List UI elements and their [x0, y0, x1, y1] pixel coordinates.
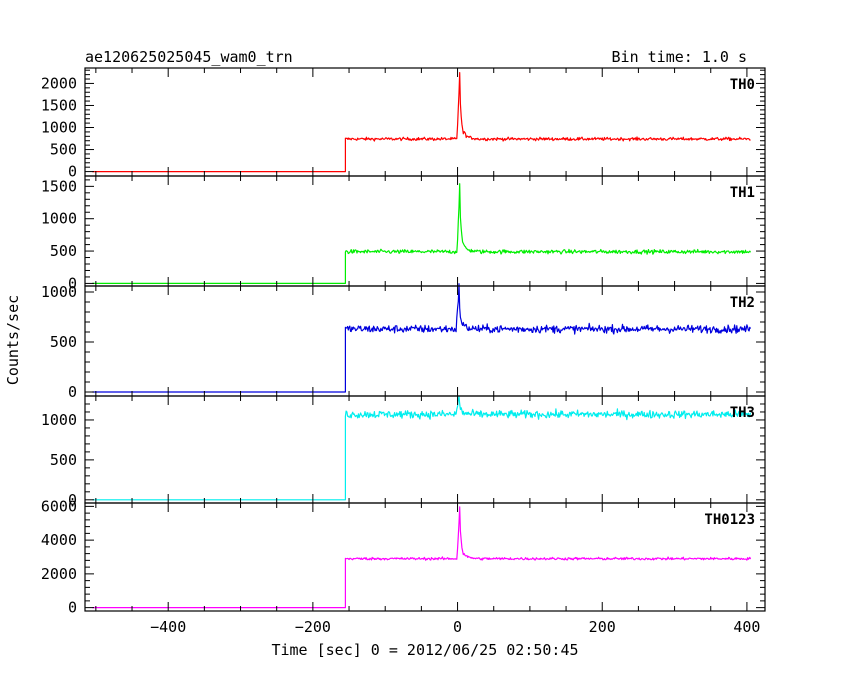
- x-tick-label: −400: [150, 618, 186, 636]
- y-tick-label: 1000: [41, 210, 77, 228]
- panel-frame: [84, 502, 766, 612]
- y-tick-label: 500: [50, 333, 77, 351]
- y-tick-label: 1000: [41, 283, 77, 301]
- panel-th2: 0 500 1000 TH2: [41, 283, 766, 401]
- series-line-th3: [92, 396, 752, 501]
- bin-time-label: Bin time: 1.0 s: [612, 48, 747, 66]
- y-tick-label: 0: [68, 491, 77, 509]
- y-tick-label: 500: [50, 141, 77, 159]
- panel-th3: 0 500 1000 TH3: [41, 395, 766, 509]
- y-tick-label: 500: [50, 451, 77, 469]
- panel-th0123: 0 2000 4000 6000 TH0123: [41, 497, 766, 617]
- panel-frame: [84, 67, 766, 177]
- y-tick-label: 0: [68, 274, 77, 292]
- x-tick-label: 400: [733, 618, 760, 636]
- x-tick-label: 200: [589, 618, 616, 636]
- panel-label-th0: TH0: [730, 77, 755, 93]
- x-axis-label: Time [sec] 0 = 2012/06/25 02:50:45: [271, 641, 578, 659]
- panel-label-th0123: TH0123: [704, 512, 755, 528]
- y-tick-label: 0: [68, 599, 77, 617]
- y-tick-label: 2000: [41, 74, 77, 92]
- y-tick-label: 2000: [41, 565, 77, 583]
- chart-title: ae120625025045_wam0_trn: [85, 48, 293, 66]
- y-tick-label: 0: [68, 383, 77, 401]
- series-line-th0: [92, 72, 751, 173]
- y-tick-label: 500: [50, 242, 77, 260]
- panel-th1: 0 500 1000 1500 TH1: [41, 175, 766, 292]
- y-tick-label: 1000: [41, 411, 77, 429]
- y-tick-label: 1000: [41, 119, 77, 137]
- x-tick-label: −200: [295, 618, 331, 636]
- y-tick-label: 0: [68, 163, 77, 181]
- panel-label-th2: TH2: [730, 295, 755, 311]
- series-line-th0123: [92, 506, 752, 609]
- panel-th0: 0 500 1000 1500 2000 TH0: [41, 67, 766, 181]
- y-tick-label: 4000: [41, 531, 77, 549]
- series-line-th1: [92, 183, 752, 284]
- panel-frame: [84, 395, 766, 504]
- y-tick-label: 1500: [41, 177, 77, 195]
- x-tick-label: 0: [453, 618, 462, 636]
- panel-frame: [84, 175, 766, 287]
- panel-frame: [84, 285, 766, 397]
- y-axis-label: Counts/sec: [4, 295, 22, 385]
- series-line-th2: [92, 283, 752, 393]
- panel-label-th3: TH3: [730, 405, 755, 421]
- panel-label-th1: TH1: [730, 185, 755, 201]
- y-tick-label: 1500: [41, 96, 77, 114]
- y-tick-label: 6000: [41, 497, 77, 515]
